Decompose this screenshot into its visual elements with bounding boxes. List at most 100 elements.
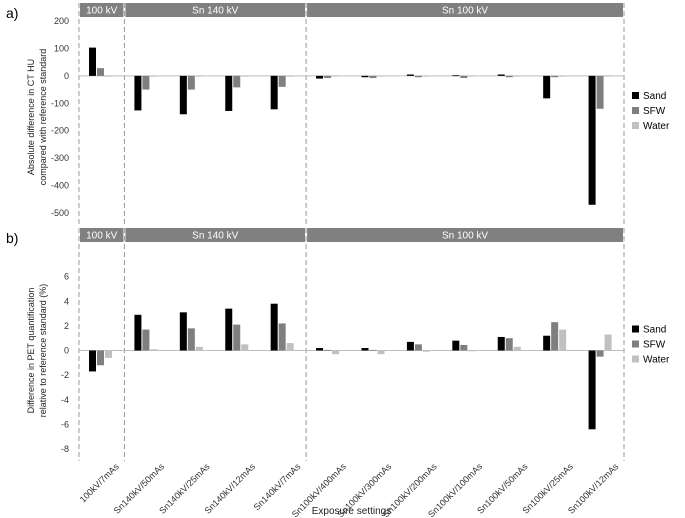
bar-sfw [233, 324, 241, 351]
bar-sfw [505, 338, 513, 351]
bar-water [105, 75, 112, 77]
bar-sand [89, 350, 96, 372]
bar-sand [361, 75, 369, 78]
bar-water [286, 75, 294, 77]
bar-sand [588, 350, 596, 430]
bar-sfw [551, 75, 559, 78]
bar-water [241, 344, 249, 351]
y-tick-label: -500 [51, 208, 69, 218]
bar-sand [179, 75, 187, 115]
y-tick-label: -100 [51, 98, 69, 108]
bar-sand [361, 348, 369, 351]
bar-sfw [596, 75, 604, 109]
y-tick-label: -400 [51, 181, 69, 191]
bar-sfw [278, 75, 286, 87]
bar-sand [406, 74, 414, 76]
bar-sfw [233, 75, 241, 88]
bar-sand [134, 314, 142, 351]
bar-water [150, 75, 158, 77]
bar-sfw [460, 344, 468, 351]
y-tick-label: 4 [64, 296, 69, 306]
y-axis-label: compared with reference standard [38, 49, 48, 186]
bar-water [332, 75, 340, 77]
bar-sand [316, 348, 324, 351]
bar-water [422, 350, 430, 352]
y-tick-label: -300 [51, 153, 69, 163]
bar-sand [225, 308, 233, 351]
bar-sfw [460, 75, 468, 79]
y-axis-label: Absolute difference in CT HU [26, 59, 36, 175]
y-tick-label: 0 [64, 71, 69, 81]
bar-water [377, 75, 385, 77]
bar-water [513, 346, 521, 351]
group-label: 100 kV [86, 6, 117, 17]
legend-entry: SFW [643, 106, 666, 117]
group-label: Sn 140 kV [192, 6, 238, 17]
bar-water [559, 329, 567, 351]
legend-entry: Water [643, 121, 670, 132]
legend-entry: Water [643, 355, 670, 366]
bar-sand [543, 75, 551, 99]
bar-sfw [551, 322, 559, 351]
bar-sfw [142, 329, 150, 351]
bar-water [195, 346, 203, 351]
bar-sfw [505, 75, 513, 78]
bar-sand [179, 312, 187, 351]
bar-sfw [324, 75, 332, 79]
y-tick-label: -8 [61, 444, 69, 454]
y-axis-label: Difference in PET quantification [26, 288, 36, 414]
bar-sfw [187, 328, 195, 351]
bar-water [332, 350, 340, 355]
y-tick-label: 200 [54, 16, 69, 26]
bar-sand [588, 75, 596, 205]
bar-water [468, 350, 476, 352]
bar-water [286, 343, 294, 351]
bar-sfw [324, 349, 332, 351]
bar-sand [543, 335, 551, 351]
group-label: Sn 100 kV [442, 231, 488, 242]
bar-sfw [369, 75, 377, 79]
legend-entry: Sand [643, 325, 666, 336]
x-axis-title: Exposure settings [312, 506, 392, 517]
bar-water [422, 75, 430, 77]
x-tick-label: 100kV/7mAs [78, 461, 122, 505]
x-tick-label: Sn140kV/7mAs [252, 461, 303, 512]
bar-water [377, 350, 385, 355]
group-band [125, 228, 306, 242]
bar-sand [452, 75, 460, 77]
bar-sand [89, 47, 96, 76]
bar-sfw [97, 68, 104, 76]
bar-sand [270, 75, 278, 110]
group-band [307, 228, 623, 242]
y-tick-label: 100 [54, 43, 69, 53]
bar-water [241, 75, 249, 77]
bar-sfw [97, 350, 104, 366]
bar-sfw [369, 349, 377, 351]
y-tick-label: 2 [64, 321, 69, 331]
bar-water [468, 75, 476, 77]
y-axis-label: relative to reference standard (%) [38, 284, 48, 418]
y-tick-label: 6 [64, 272, 69, 282]
bar-water [150, 349, 158, 351]
bar-sand [316, 75, 324, 79]
bar-sfw [142, 75, 150, 90]
bar-water [559, 75, 567, 77]
bar-water [604, 334, 612, 351]
bar-sfw [596, 350, 604, 357]
legend-entry: Sand [643, 91, 666, 102]
panel-label: b) [6, 230, 18, 246]
bar-sfw [414, 75, 422, 78]
y-tick-label: -200 [51, 126, 69, 136]
bar-sand [497, 74, 505, 76]
group-band [125, 3, 306, 17]
bar-sfw [414, 344, 422, 351]
y-tick-label: -4 [61, 395, 69, 405]
legend-swatch [632, 340, 639, 348]
bar-sand [134, 75, 142, 111]
group-label: Sn 100 kV [442, 6, 488, 17]
y-tick-label: 0 [64, 346, 69, 356]
bar-water [105, 350, 112, 358]
legend-swatch [632, 355, 639, 363]
panel-label: a) [6, 5, 18, 21]
